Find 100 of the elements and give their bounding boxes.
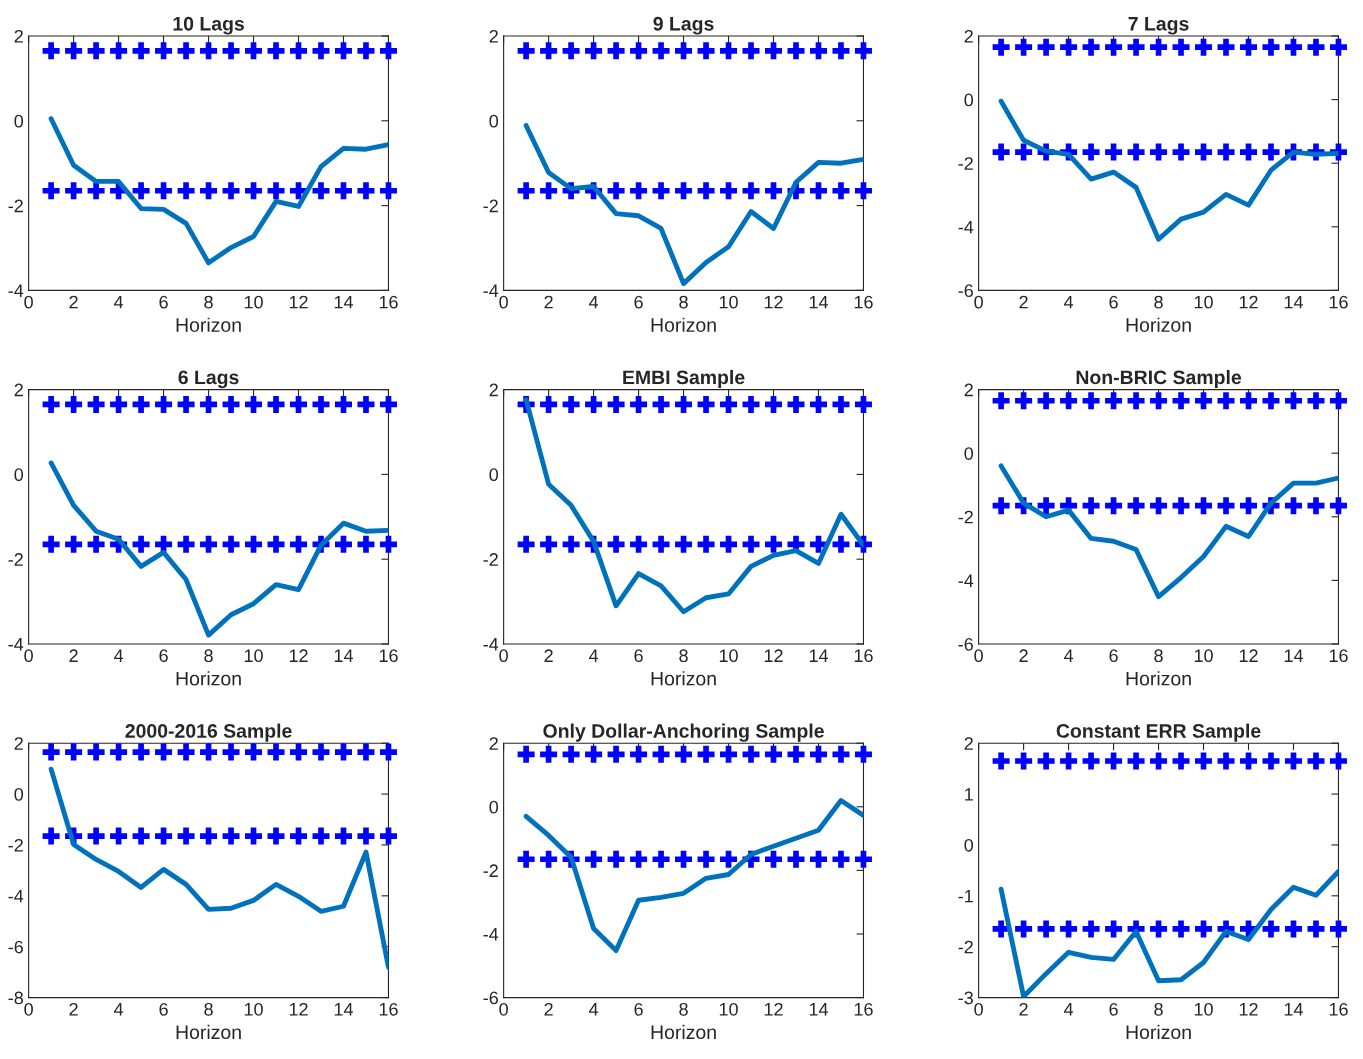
x-tick-label: 2 [69,1002,78,1016]
line-series [998,868,1339,998]
x-tick-label: 8 [1154,295,1163,309]
line-series [523,123,864,287]
x-tick-label: 16 [1329,1002,1348,1016]
x-tick-label: 0 [24,1002,33,1016]
x-axis-title: Horizon [176,317,241,332]
x-tick-label: 8 [679,295,688,309]
x-tick-label: 10 [719,295,738,309]
x-tick-label: 4 [113,295,124,309]
x-axis-title: Horizon [1126,317,1191,332]
chart-title: 10 Lags [173,16,244,35]
chart-title: 9 Lags [653,16,714,35]
y-tick-label: -8 [8,991,23,1005]
x-tick-label: 12 [289,1002,308,1016]
x-tick-label: 4 [588,649,599,662]
chart-title: 2000-2016 Sample [125,723,292,742]
x-tick-label: 2 [544,295,553,309]
x-tick-label: 0 [974,649,983,663]
x-tick-label: 10 [1194,1002,1213,1016]
line-series [48,460,389,638]
x-tick-label: 2 [1019,649,1028,662]
x-tick-label: 2 [544,1002,553,1016]
chart-title: Non-BRIC Sample [1076,369,1242,389]
x-tick-label: 14 [334,649,353,662]
y-tick-label: -4 [483,928,499,941]
y-tick-label: -6 [8,940,23,954]
y-tick-label: 2 [489,737,498,750]
x-tick-label: 6 [634,649,643,663]
y-tick-label: 2 [964,737,973,750]
x-tick-label: 16 [854,295,873,309]
y-tick-label: -2 [8,838,23,852]
y-tick-label: 2 [489,383,498,397]
chart-title: Only Dollar-Anchoring Sample [543,723,824,742]
y-tick-label: 0 [489,800,499,814]
x-tick-label: 10 [244,649,263,663]
x-tick-label: 14 [809,295,828,309]
y-tick-label: 2 [14,29,23,43]
x-tick-label: 6 [1109,649,1118,663]
y-tick-label: -2 [8,199,23,213]
y-tick-label: 1 [965,788,973,801]
y-tick-label: 0 [964,93,974,107]
x-tick-label: 10 [1194,649,1213,663]
y-tick-label: -6 [958,284,973,298]
x-tick-label: 16 [854,1002,873,1016]
x-tick-label: 2 [544,649,553,662]
x-tick-label: 12 [764,1002,783,1016]
x-tick-label: 4 [1063,295,1074,309]
x-tick-label: 4 [588,1003,599,1016]
x-tick-label: 4 [588,295,599,309]
y-tick-label: 2 [964,29,973,43]
chart-title: 7 Lags [1128,17,1189,35]
x-tick-label: 4 [1063,649,1074,662]
x-tick-label: 10 [719,1002,738,1016]
y-tick-label: 0 [14,468,24,482]
x-tick-label: 6 [634,295,643,309]
y-tick-label: -4 [8,638,24,651]
y-tick-label: -4 [958,574,974,587]
line-series [998,463,1339,600]
x-tick-label: 14 [809,649,828,662]
x-tick-label: 0 [499,649,508,663]
x-tick-label: 6 [159,295,168,309]
x-axis-title: Horizon [1126,1024,1191,1040]
y-tick-label: 0 [964,838,974,852]
x-tick-label: 8 [1154,649,1163,663]
x-tick-label: 8 [679,649,688,663]
y-tick-label: -2 [958,157,973,170]
x-tick-label: 0 [499,1002,508,1016]
x-tick-label: 14 [809,1003,828,1016]
x-tick-label: 2 [1019,1002,1028,1016]
x-tick-label: 8 [679,1002,688,1016]
x-tick-label: 8 [1154,1002,1163,1016]
x-tick-label: 16 [1329,295,1348,309]
y-tick-label: -4 [483,638,499,651]
x-tick-label: 16 [379,649,398,663]
y-tick-label: 2 [14,737,23,750]
x-tick-label: 4 [113,649,124,662]
x-tick-label: 0 [974,295,983,309]
x-tick-label: 2 [69,649,78,662]
x-tick-label: 8 [204,295,213,309]
x-tick-label: 0 [24,649,33,663]
y-tick-label: 0 [489,114,499,128]
x-axis-title: Horizon [1126,671,1191,686]
y-tick-label: -2 [958,510,973,524]
y-tick-label: -6 [958,637,973,651]
x-axis-title: Horizon [176,671,241,686]
line-series [48,766,389,970]
y-tick-label: -4 [8,284,24,297]
x-tick-label: 14 [1284,1003,1303,1016]
y-tick-label: -3 [958,991,973,1005]
y-tick-label: -2 [483,199,498,213]
x-tick-label: 12 [1239,649,1258,662]
x-tick-label: 12 [1239,295,1258,309]
x-tick-label: 4 [113,1003,124,1016]
x-tick-label: 6 [1109,295,1118,309]
x-tick-label: 8 [204,1002,213,1016]
y-tick-label: 0 [14,788,24,801]
x-tick-label: 0 [24,295,33,309]
y-tick-label: 2 [489,29,498,43]
line-series [48,116,389,266]
